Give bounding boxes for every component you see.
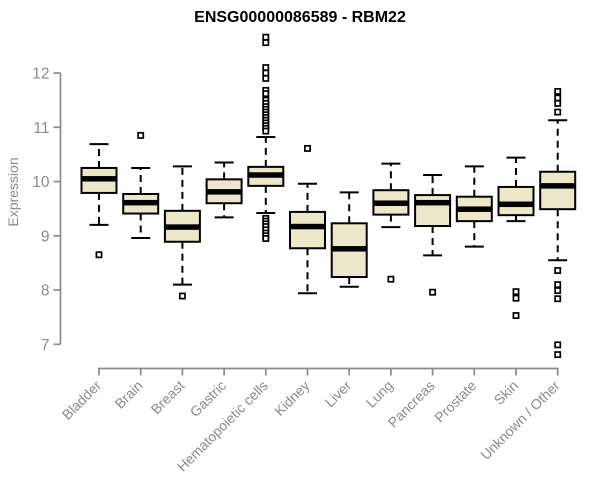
box-hematopoietic-cells <box>247 33 285 242</box>
box-skin <box>497 156 535 319</box>
outlier-point <box>262 69 270 77</box>
y-tick-label: 10 <box>32 174 50 191</box>
outlier-point <box>512 294 520 302</box>
box-pancreas <box>414 174 452 296</box>
y-tick-label: 11 <box>33 120 49 137</box>
outlier-point <box>262 90 270 98</box>
x-tick-label: Unknown / Other <box>477 377 563 463</box>
outlier-point <box>262 33 270 41</box>
outlier-point <box>554 341 562 349</box>
box-kidney <box>289 144 326 295</box>
outlier-point <box>554 87 562 95</box>
x-tick-label: Liver <box>322 377 355 410</box>
y-axis: 7 8 9 10 11 12 <box>32 66 62 354</box>
outlier-point <box>554 267 562 274</box>
outlier-point <box>262 64 270 72</box>
x-tick-label: Kidney <box>271 377 313 419</box>
outlier-point <box>262 235 270 242</box>
y-tick-label: 12 <box>32 66 49 83</box>
box-lung <box>372 162 410 283</box>
outlier-point <box>554 295 562 303</box>
outlier-point <box>262 74 270 82</box>
median-line <box>415 199 451 206</box>
outlier-point <box>137 131 145 139</box>
box-unknown-other <box>539 87 577 359</box>
median-line <box>290 223 325 230</box>
outlier-point <box>554 281 562 289</box>
median-line <box>540 183 576 189</box>
outlier-point <box>554 99 562 107</box>
y-tick-label: 9 <box>41 228 50 245</box>
outlier-point <box>262 127 270 135</box>
median-line <box>164 224 200 230</box>
x-tick-label: Bladder <box>59 377 105 423</box>
iqr-box <box>289 210 326 250</box>
median-line <box>331 246 367 252</box>
median-line <box>206 189 242 195</box>
median-line <box>498 201 534 208</box>
outlier-point <box>554 108 562 116</box>
median-line <box>456 206 492 212</box>
outlier-point <box>262 39 270 47</box>
median-line <box>373 200 409 206</box>
box-bladder <box>80 143 118 259</box>
median-line <box>248 172 284 178</box>
iqr-box <box>414 194 452 228</box>
box-breast <box>163 165 201 300</box>
x-tick-label: Skin <box>491 377 522 408</box>
box-prostate <box>455 165 493 248</box>
outlier-point <box>554 94 562 102</box>
x-tick-label: Lung <box>363 377 396 410</box>
iqr-box <box>497 185 535 217</box>
outlier-point <box>387 275 395 283</box>
chart-title: ENSG00000086589 - RBM22 <box>194 9 406 26</box>
iqr-box <box>539 170 577 211</box>
outlier-point <box>95 251 103 259</box>
outlier-point <box>512 288 520 296</box>
outlier-point <box>554 287 562 295</box>
median-line <box>123 199 159 206</box>
x-tick-label: Breast <box>148 377 188 417</box>
outlier-point <box>429 288 437 296</box>
outlier-point <box>512 312 520 319</box>
median-line <box>81 176 117 182</box>
x-tick-label: Brain <box>111 377 145 411</box>
box-liver <box>330 191 368 288</box>
outlier-point <box>178 292 186 300</box>
box-gastric <box>205 161 243 219</box>
outlier-point <box>554 351 562 359</box>
y-tick-label: 7 <box>41 337 50 354</box>
y-tick-label: 8 <box>41 283 50 300</box>
box-brain <box>122 131 160 239</box>
outlier-point <box>304 144 311 152</box>
x-tick-label: Prostate <box>431 377 479 425</box>
